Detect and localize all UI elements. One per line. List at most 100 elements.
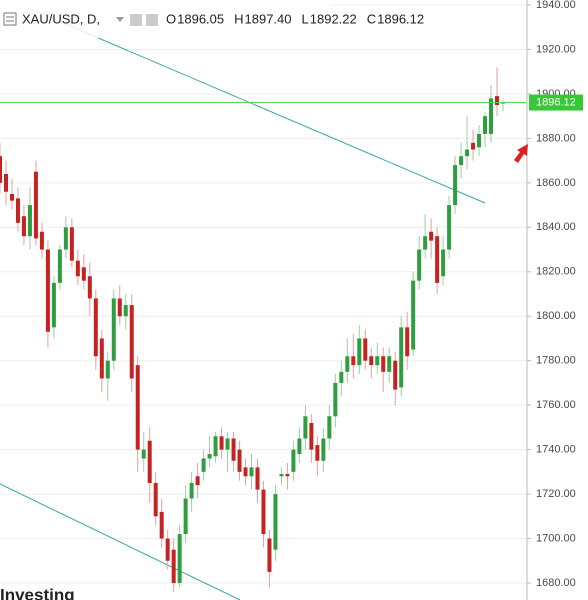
candle-body — [423, 236, 428, 250]
candle-body — [453, 165, 458, 206]
candle-body — [105, 360, 110, 379]
candle-body — [255, 467, 260, 490]
candle-body — [0, 156, 2, 183]
candle-body — [267, 538, 272, 572]
candle-body — [135, 365, 140, 450]
candle-body — [111, 298, 116, 361]
candle-body — [345, 356, 350, 372]
candle-body — [279, 474, 284, 477]
candle-body — [411, 280, 416, 350]
candle-body — [219, 436, 224, 450]
candle-body — [183, 498, 188, 535]
y-tick-label: 1920.00 — [536, 43, 576, 55]
candle-body — [63, 227, 68, 250]
candle-body — [495, 96, 500, 106]
candle-body — [213, 436, 218, 457]
ohlc-key: O — [166, 11, 176, 26]
candle-body — [177, 534, 182, 583]
candle-body — [405, 327, 410, 357]
candle-body — [33, 171, 38, 239]
y-tick-label: 1940.00 — [536, 0, 576, 11]
ohlc-key: C — [367, 11, 376, 26]
candle-body — [207, 454, 212, 459]
y-tick-label: 1860.00 — [536, 177, 576, 189]
candle-body — [231, 438, 236, 461]
watermark: Investing — [0, 585, 75, 600]
candle-body — [417, 249, 422, 281]
candle-body — [321, 438, 326, 461]
hide-icon[interactable] — [146, 14, 158, 26]
candle-body — [159, 511, 164, 539]
candle-body — [441, 249, 446, 277]
ohlc-value: 1897.40 — [245, 11, 292, 26]
ohlc-key: L — [302, 11, 309, 26]
candle-body — [297, 438, 302, 455]
y-tick-label: 1780.00 — [536, 355, 576, 367]
candle-body — [381, 356, 386, 372]
candle-body — [189, 482, 194, 499]
candle-body — [429, 231, 434, 241]
candle-body — [261, 489, 266, 535]
candle-body — [9, 193, 14, 201]
candle-body — [291, 449, 296, 472]
candle-body — [339, 371, 344, 383]
candle-body — [477, 133, 482, 148]
settings-icon[interactable] — [130, 14, 142, 26]
candle-body — [447, 205, 452, 250]
last-price-box — [529, 94, 583, 111]
candle-body — [195, 476, 200, 486]
candle-body — [69, 227, 74, 261]
y-tick-label: 1760.00 — [536, 399, 576, 411]
ohlc-key: H — [234, 11, 243, 26]
y-tick-label: 1840.00 — [536, 221, 576, 233]
candle-body — [243, 467, 248, 477]
trend-line-upper — [27, 7, 486, 204]
y-tick-label: 1740.00 — [536, 444, 576, 456]
candle-body — [249, 467, 254, 477]
candle-body — [93, 298, 98, 357]
candle-body — [483, 116, 488, 134]
y-tick-label: 1720.00 — [536, 488, 576, 500]
trend-line-lower — [0, 483, 241, 600]
candle-body — [225, 438, 230, 450]
candle-body — [117, 298, 122, 317]
y-tick-label: 1800.00 — [536, 310, 576, 322]
candle-body — [99, 338, 104, 379]
candle-body — [315, 445, 320, 461]
header-bg — [0, 0, 330, 38]
candle-body — [57, 249, 62, 283]
candle-body — [285, 474, 290, 477]
y-tick-label: 1680.00 — [536, 577, 576, 589]
candle-body — [141, 449, 146, 459]
candle-body — [435, 236, 440, 283]
candle-body — [363, 338, 368, 361]
candle-body — [201, 458, 206, 472]
y-tick-label: 1880.00 — [536, 132, 576, 144]
candle-body — [399, 327, 404, 388]
candle-body — [327, 416, 332, 439]
ohlc-value: 1896.12 — [377, 11, 424, 26]
arrow-icon — [514, 144, 528, 163]
candle-body — [471, 142, 476, 150]
candle-body — [3, 173, 8, 192]
candle-body — [303, 416, 308, 439]
candle-body — [27, 205, 32, 237]
candle-body — [171, 549, 176, 583]
candle-body — [51, 282, 56, 328]
last-price-label: 1896.12 — [536, 96, 576, 108]
candle-body — [75, 260, 80, 277]
candle-body — [459, 156, 464, 166]
y-tick-label: 1700.00 — [536, 532, 576, 544]
dropdown-icon[interactable] — [116, 17, 124, 22]
candle-body — [375, 356, 380, 366]
candle-body — [273, 494, 278, 550]
ohlc-legend: O 1896.05 H 1897.40 L 1892.22 C 1896.12 — [166, 11, 424, 26]
candle-body — [39, 231, 44, 250]
candle-body — [153, 482, 158, 517]
menu-icon[interactable] — [3, 12, 17, 26]
candle-body — [357, 338, 362, 366]
candle-body — [237, 449, 242, 472]
ohlc-value: 1892.22 — [310, 11, 357, 26]
